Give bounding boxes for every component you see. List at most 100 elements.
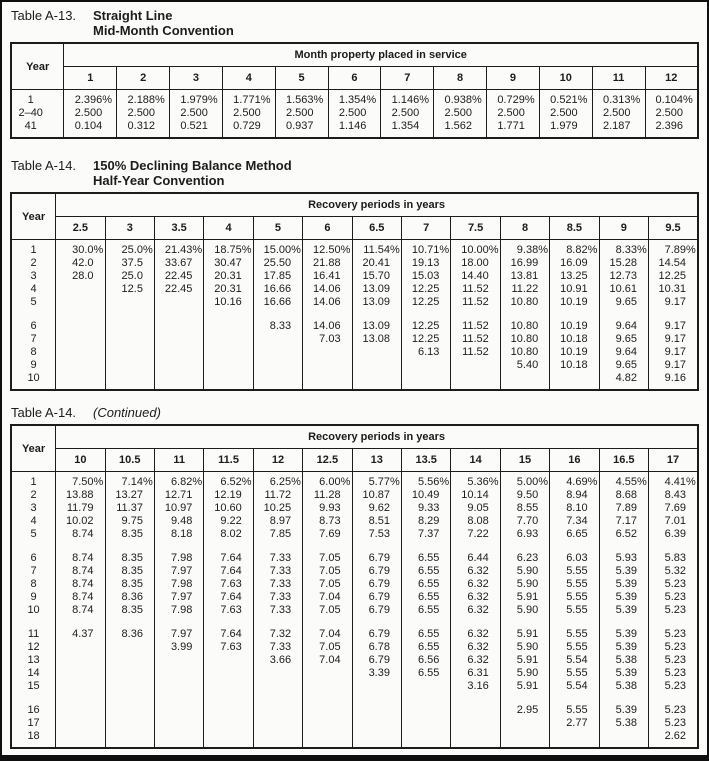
year-cell: 8 <box>10 346 57 359</box>
table-row: 6 8.33 14.06 13.09 12.25 11.52 10.80 10.19 9.64 9… <box>10 320 699 333</box>
value-cell: 5.83 <box>648 552 699 565</box>
table-body: 1 30.0% 25.0% 21.43% 18.75% 15.00% 12.50% 11.54… <box>10 239 699 390</box>
column-header: 12 <box>644 66 699 90</box>
value-cell <box>400 309 452 320</box>
value-cell: 9.75 <box>104 515 155 528</box>
value-cell: 10.80 <box>499 296 551 309</box>
value-cell: 22.45 <box>153 283 205 296</box>
value-cell <box>302 309 353 320</box>
value-cell <box>104 693 155 704</box>
table-a13-name: Straight Line Mid-Month Convention <box>93 8 234 38</box>
table-row: 4 12.5 22.45 20.31 16.66 14.06 13.09 12.25 11.52… <box>10 283 699 296</box>
value-cell: 22.45 <box>153 270 205 283</box>
value-cell: 10.00% <box>450 244 501 257</box>
value-cell <box>302 541 353 552</box>
column-header: 9 <box>486 66 540 90</box>
value-cell: 6.55 <box>400 604 452 617</box>
value-cell <box>221 133 276 138</box>
value-cell: 5.54 <box>549 654 600 667</box>
value-cell: 5.39 <box>598 628 650 641</box>
value-cell <box>327 133 382 138</box>
value-cell: 5.40 <box>499 359 551 372</box>
value-cell: 1.146 <box>327 120 382 133</box>
year-cell: 41 <box>10 120 65 133</box>
value-cell: 7.50% <box>55 476 106 489</box>
value-cell <box>302 617 353 628</box>
value-cell: 6.13 <box>400 346 452 359</box>
value-cell: 1.771% <box>221 94 276 107</box>
value-cell <box>351 693 402 704</box>
value-cell: 5.54 <box>549 680 600 693</box>
value-cell: 7.64 <box>203 565 254 578</box>
value-cell <box>400 743 452 748</box>
column-header: 12 <box>252 448 304 472</box>
value-cell <box>153 359 205 372</box>
value-cell <box>648 743 699 748</box>
value-cell <box>153 372 205 385</box>
value-cell: 5.38 <box>598 654 650 667</box>
value-cell: 9.64 <box>598 320 650 333</box>
value-cell: 5.56% <box>400 476 452 489</box>
value-cell: 10.49 <box>400 489 452 502</box>
value-cell <box>153 541 205 552</box>
value-cell: 7.34 <box>549 515 600 528</box>
value-cell <box>104 385 155 390</box>
value-cell: 7.01 <box>648 515 699 528</box>
value-cell: 1.146% <box>380 94 435 107</box>
value-cell: 8.74 <box>55 578 106 591</box>
value-cell <box>153 346 205 359</box>
value-cell: 30.0% <box>55 244 106 257</box>
column-header: 11 <box>153 448 205 472</box>
value-cell: 7.33 <box>252 565 304 578</box>
year-cell: 13 <box>10 654 57 667</box>
year-cell: 16 <box>10 704 57 717</box>
value-cell <box>549 385 600 390</box>
table-row: 7 7.03 13.08 12.25 11.52 10.80 10.18 9.65 9.17 <box>10 333 699 346</box>
value-cell: 5.23 <box>648 717 699 730</box>
value-cell: 19.13 <box>400 257 452 270</box>
value-cell: 3.39 <box>351 667 402 680</box>
value-cell <box>400 717 452 730</box>
value-cell: 6.55 <box>400 641 452 654</box>
value-cell: 11.52 <box>450 320 501 333</box>
value-cell: 6.79 <box>351 654 402 667</box>
value-cell: 7.04 <box>302 591 353 604</box>
value-cell: 0.729% <box>486 94 540 107</box>
value-cell <box>450 730 501 743</box>
header-row-columns: 10 10.5 11 11.5 12 12.5 13 13.5 14 15 16 16.5 17 <box>11 448 699 472</box>
value-cell: 15.03 <box>400 270 452 283</box>
value-cell <box>55 541 106 552</box>
table-a13-label: Table A-13. <box>11 8 77 23</box>
table-row: 6 8.74 8.35 7.98 7.64 7.33 7.05 6.79 6.55 6.44 6.2… <box>10 552 699 565</box>
padding-row <box>10 239 699 244</box>
value-cell <box>499 617 551 628</box>
value-cell <box>598 541 650 552</box>
value-cell: 7.03 <box>302 333 353 346</box>
value-cell: 5.55 <box>549 641 600 654</box>
value-cell <box>400 730 452 743</box>
table-row: 41 0.104 0.312 0.521 0.729 0.937 1.146 1.354 1.5… <box>10 120 699 133</box>
value-cell <box>104 704 155 717</box>
value-cell: 7.70 <box>499 515 551 528</box>
value-cell: 5.55 <box>549 704 600 717</box>
year-cell: 10 <box>10 372 57 385</box>
value-cell <box>648 541 699 552</box>
column-header: 8 <box>433 66 488 90</box>
value-cell: 7.97 <box>153 628 205 641</box>
value-cell: 18.00 <box>450 257 501 270</box>
column-header: 4 <box>203 216 254 240</box>
column-group-header: Recovery periods in years <box>55 424 699 449</box>
value-cell: 11.54% <box>351 244 402 257</box>
value-cell: 25.0 <box>104 270 155 283</box>
value-cell: 11.52 <box>450 346 501 359</box>
value-cell <box>598 309 650 320</box>
value-cell: 0.104% <box>644 94 699 107</box>
value-cell <box>153 680 205 693</box>
declining-balance-half-year-table-continued: Year Recovery periods in years 10 10.5 11 11.… <box>10 424 699 749</box>
value-cell: 25.0% <box>104 244 155 257</box>
value-cell: 1.563% <box>274 94 329 107</box>
value-cell: 5.23 <box>648 628 699 641</box>
table-row: 14 3.39 6.55 6.31 5.90 5.55 5.39 5.23 <box>10 667 699 680</box>
value-cell: 5.55 <box>549 628 600 641</box>
year-cell <box>10 743 57 748</box>
